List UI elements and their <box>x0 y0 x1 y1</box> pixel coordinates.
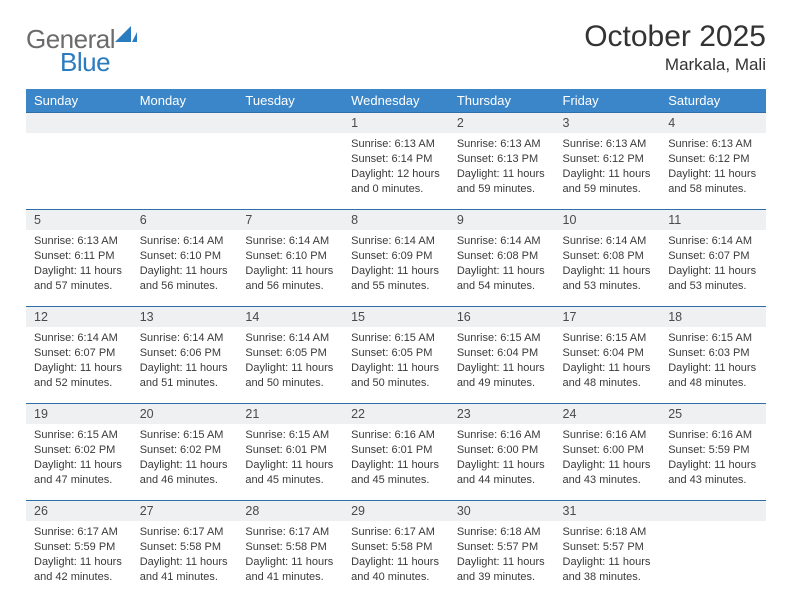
page-header: General October 2025 Markala, Mali <box>26 20 766 75</box>
day-number-cell: 8 <box>343 210 449 231</box>
day-number-cell <box>132 113 238 134</box>
day-info-cell: Sunrise: 6:14 AMSunset: 6:10 PMDaylight:… <box>237 230 343 307</box>
day-number-cell: 12 <box>26 307 132 328</box>
day-info-cell: Sunrise: 6:16 AMSunset: 6:00 PMDaylight:… <box>449 424 555 501</box>
day-info-cell: Sunrise: 6:14 AMSunset: 6:10 PMDaylight:… <box>132 230 238 307</box>
day-info-cell: Sunrise: 6:14 AMSunset: 6:09 PMDaylight:… <box>343 230 449 307</box>
day-number-cell: 26 <box>26 501 132 522</box>
day-number-cell: 23 <box>449 404 555 425</box>
day-info-cell: Sunrise: 6:13 AMSunset: 6:14 PMDaylight:… <box>343 133 449 210</box>
day-info-cell: Sunrise: 6:17 AMSunset: 5:58 PMDaylight:… <box>343 521 449 597</box>
day-number-cell: 10 <box>555 210 661 231</box>
day-number-row: 1234 <box>26 113 766 134</box>
day-info-cell: Sunrise: 6:15 AMSunset: 6:02 PMDaylight:… <box>26 424 132 501</box>
day-number-cell: 1 <box>343 113 449 134</box>
day-info-cell: Sunrise: 6:15 AMSunset: 6:02 PMDaylight:… <box>132 424 238 501</box>
day-number-cell: 25 <box>660 404 766 425</box>
day-number-cell <box>237 113 343 134</box>
day-info-cell: Sunrise: 6:18 AMSunset: 5:57 PMDaylight:… <box>555 521 661 597</box>
day-info-cell: Sunrise: 6:15 AMSunset: 6:03 PMDaylight:… <box>660 327 766 404</box>
day-info-cell: Sunrise: 6:14 AMSunset: 6:06 PMDaylight:… <box>132 327 238 404</box>
day-number-row: 12131415161718 <box>26 307 766 328</box>
location-label: Markala, Mali <box>584 55 766 75</box>
day-info-row: Sunrise: 6:13 AMSunset: 6:14 PMDaylight:… <box>26 133 766 210</box>
day-info-row: Sunrise: 6:13 AMSunset: 6:11 PMDaylight:… <box>26 230 766 307</box>
day-info-cell: Sunrise: 6:13 AMSunset: 6:12 PMDaylight:… <box>660 133 766 210</box>
day-number-row: 19202122232425 <box>26 404 766 425</box>
day-number-cell: 3 <box>555 113 661 134</box>
day-number-cell: 15 <box>343 307 449 328</box>
day-number-cell: 17 <box>555 307 661 328</box>
day-number-cell: 30 <box>449 501 555 522</box>
day-number-cell: 6 <box>132 210 238 231</box>
day-info-row: Sunrise: 6:15 AMSunset: 6:02 PMDaylight:… <box>26 424 766 501</box>
day-number-row: 262728293031 <box>26 501 766 522</box>
day-info-cell <box>660 521 766 597</box>
day-number-cell <box>26 113 132 134</box>
title-block: October 2025 Markala, Mali <box>584 20 766 75</box>
day-info-cell: Sunrise: 6:14 AMSunset: 6:08 PMDaylight:… <box>555 230 661 307</box>
day-info-cell: Sunrise: 6:15 AMSunset: 6:04 PMDaylight:… <box>555 327 661 404</box>
weekday-header: Thursday <box>449 89 555 113</box>
brand-sail-icon <box>115 26 137 44</box>
day-number-cell: 14 <box>237 307 343 328</box>
calendar-table: Sunday Monday Tuesday Wednesday Thursday… <box>26 89 766 597</box>
day-info-cell: Sunrise: 6:14 AMSunset: 6:07 PMDaylight:… <box>660 230 766 307</box>
day-number-cell: 18 <box>660 307 766 328</box>
day-info-cell <box>132 133 238 210</box>
day-info-cell: Sunrise: 6:17 AMSunset: 5:58 PMDaylight:… <box>132 521 238 597</box>
day-number-cell: 20 <box>132 404 238 425</box>
day-info-cell <box>237 133 343 210</box>
brand-name-2: Blue <box>26 47 110 77</box>
month-title: October 2025 <box>584 20 766 53</box>
day-number-cell: 22 <box>343 404 449 425</box>
calendar-body: 1234Sunrise: 6:13 AMSunset: 6:14 PMDayli… <box>26 113 766 598</box>
weekday-header: Monday <box>132 89 238 113</box>
weekday-header: Wednesday <box>343 89 449 113</box>
calendar-page: General October 2025 Markala, Mali Blue … <box>0 0 792 597</box>
day-info-cell: Sunrise: 6:17 AMSunset: 5:58 PMDaylight:… <box>237 521 343 597</box>
day-number-cell: 11 <box>660 210 766 231</box>
day-number-cell: 19 <box>26 404 132 425</box>
day-info-cell: Sunrise: 6:18 AMSunset: 5:57 PMDaylight:… <box>449 521 555 597</box>
day-number-cell: 21 <box>237 404 343 425</box>
weekday-header: Sunday <box>26 89 132 113</box>
day-number-cell: 16 <box>449 307 555 328</box>
day-number-row: 567891011 <box>26 210 766 231</box>
day-info-row: Sunrise: 6:14 AMSunset: 6:07 PMDaylight:… <box>26 327 766 404</box>
day-info-cell: Sunrise: 6:15 AMSunset: 6:01 PMDaylight:… <box>237 424 343 501</box>
weekday-header: Friday <box>555 89 661 113</box>
day-info-cell: Sunrise: 6:16 AMSunset: 6:00 PMDaylight:… <box>555 424 661 501</box>
day-number-cell: 4 <box>660 113 766 134</box>
day-info-cell: Sunrise: 6:16 AMSunset: 5:59 PMDaylight:… <box>660 424 766 501</box>
day-number-cell: 31 <box>555 501 661 522</box>
weekday-header: Saturday <box>660 89 766 113</box>
day-info-cell <box>26 133 132 210</box>
day-number-cell: 7 <box>237 210 343 231</box>
day-number-cell <box>660 501 766 522</box>
day-info-cell: Sunrise: 6:14 AMSunset: 6:05 PMDaylight:… <box>237 327 343 404</box>
day-info-cell: Sunrise: 6:15 AMSunset: 6:05 PMDaylight:… <box>343 327 449 404</box>
weekday-header-row: Sunday Monday Tuesday Wednesday Thursday… <box>26 89 766 113</box>
day-info-cell: Sunrise: 6:16 AMSunset: 6:01 PMDaylight:… <box>343 424 449 501</box>
day-info-cell: Sunrise: 6:13 AMSunset: 6:13 PMDaylight:… <box>449 133 555 210</box>
day-number-cell: 29 <box>343 501 449 522</box>
day-info-cell: Sunrise: 6:13 AMSunset: 6:11 PMDaylight:… <box>26 230 132 307</box>
weekday-header: Tuesday <box>237 89 343 113</box>
day-info-cell: Sunrise: 6:14 AMSunset: 6:07 PMDaylight:… <box>26 327 132 404</box>
day-number-cell: 5 <box>26 210 132 231</box>
day-number-cell: 2 <box>449 113 555 134</box>
day-number-cell: 13 <box>132 307 238 328</box>
day-number-cell: 24 <box>555 404 661 425</box>
day-info-cell: Sunrise: 6:15 AMSunset: 6:04 PMDaylight:… <box>449 327 555 404</box>
day-info-cell: Sunrise: 6:14 AMSunset: 6:08 PMDaylight:… <box>449 230 555 307</box>
day-number-cell: 28 <box>237 501 343 522</box>
day-number-cell: 27 <box>132 501 238 522</box>
day-info-cell: Sunrise: 6:13 AMSunset: 6:12 PMDaylight:… <box>555 133 661 210</box>
day-info-row: Sunrise: 6:17 AMSunset: 5:59 PMDaylight:… <box>26 521 766 597</box>
day-info-cell: Sunrise: 6:17 AMSunset: 5:59 PMDaylight:… <box>26 521 132 597</box>
day-number-cell: 9 <box>449 210 555 231</box>
